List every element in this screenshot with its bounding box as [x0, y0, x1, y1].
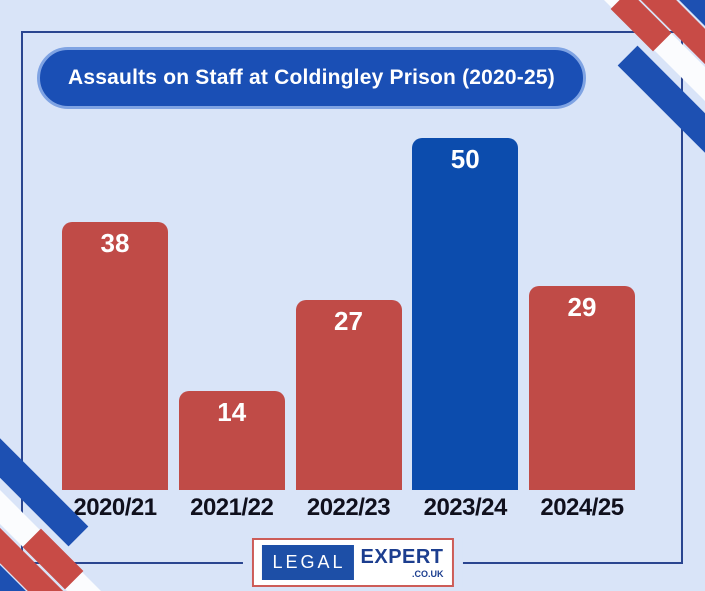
logo-expert-text: EXPERT: [360, 546, 444, 568]
bar-2024/25: 29: [529, 286, 635, 490]
x-axis-label: 2021/22: [190, 494, 274, 521]
x-axis-label: 2023/24: [423, 494, 508, 521]
logo-couk-text: .CO.UK: [412, 569, 444, 579]
bar-value-label: 14: [217, 397, 247, 427]
bar-value-label: 29: [567, 292, 597, 322]
bar-column: 38: [62, 0, 168, 490]
corner-ribbon-bottom-left: [0, 391, 200, 591]
page-title-pill: Assaults on Staff at Coldingley Prison (…: [37, 47, 586, 109]
bar-value-label: 50: [450, 144, 480, 174]
x-axis-labels: 2020/21 2021/22 2022/23 2023/24 2024/25: [62, 494, 635, 522]
bar-2023/24: 50: [412, 138, 519, 490]
x-axis-label: 2024/25: [540, 494, 624, 521]
brand-logo-box: LEGAL EXPERT .CO.UK: [251, 538, 454, 587]
brand-logo: LEGAL EXPERT .CO.UK: [242, 538, 463, 587]
corner-ribbon-top-right: [505, 0, 705, 200]
bar-column: 29: [529, 0, 635, 490]
bar-column: 50: [412, 0, 519, 490]
x-axis-label: 2022/23: [306, 494, 391, 521]
bar-2021/22: 14: [178, 391, 285, 490]
bar-2022/23: 27: [295, 300, 402, 490]
logo-right-block: EXPERT .CO.UK: [361, 546, 444, 579]
bar-2020/21: 38: [62, 222, 168, 490]
bar-column: 27: [295, 0, 402, 490]
bar-column: 14: [178, 0, 285, 490]
logo-legal-text: LEGAL: [261, 545, 354, 580]
bar-value-label: 27: [334, 306, 363, 336]
bar-chart: 38 14 27 50 29: [62, 0, 635, 490]
bar-value-label: 38: [100, 228, 130, 258]
page-title: Assaults on Staff at Coldingley Prison (…: [68, 66, 555, 89]
x-axis-label: 2020/21: [73, 494, 157, 521]
